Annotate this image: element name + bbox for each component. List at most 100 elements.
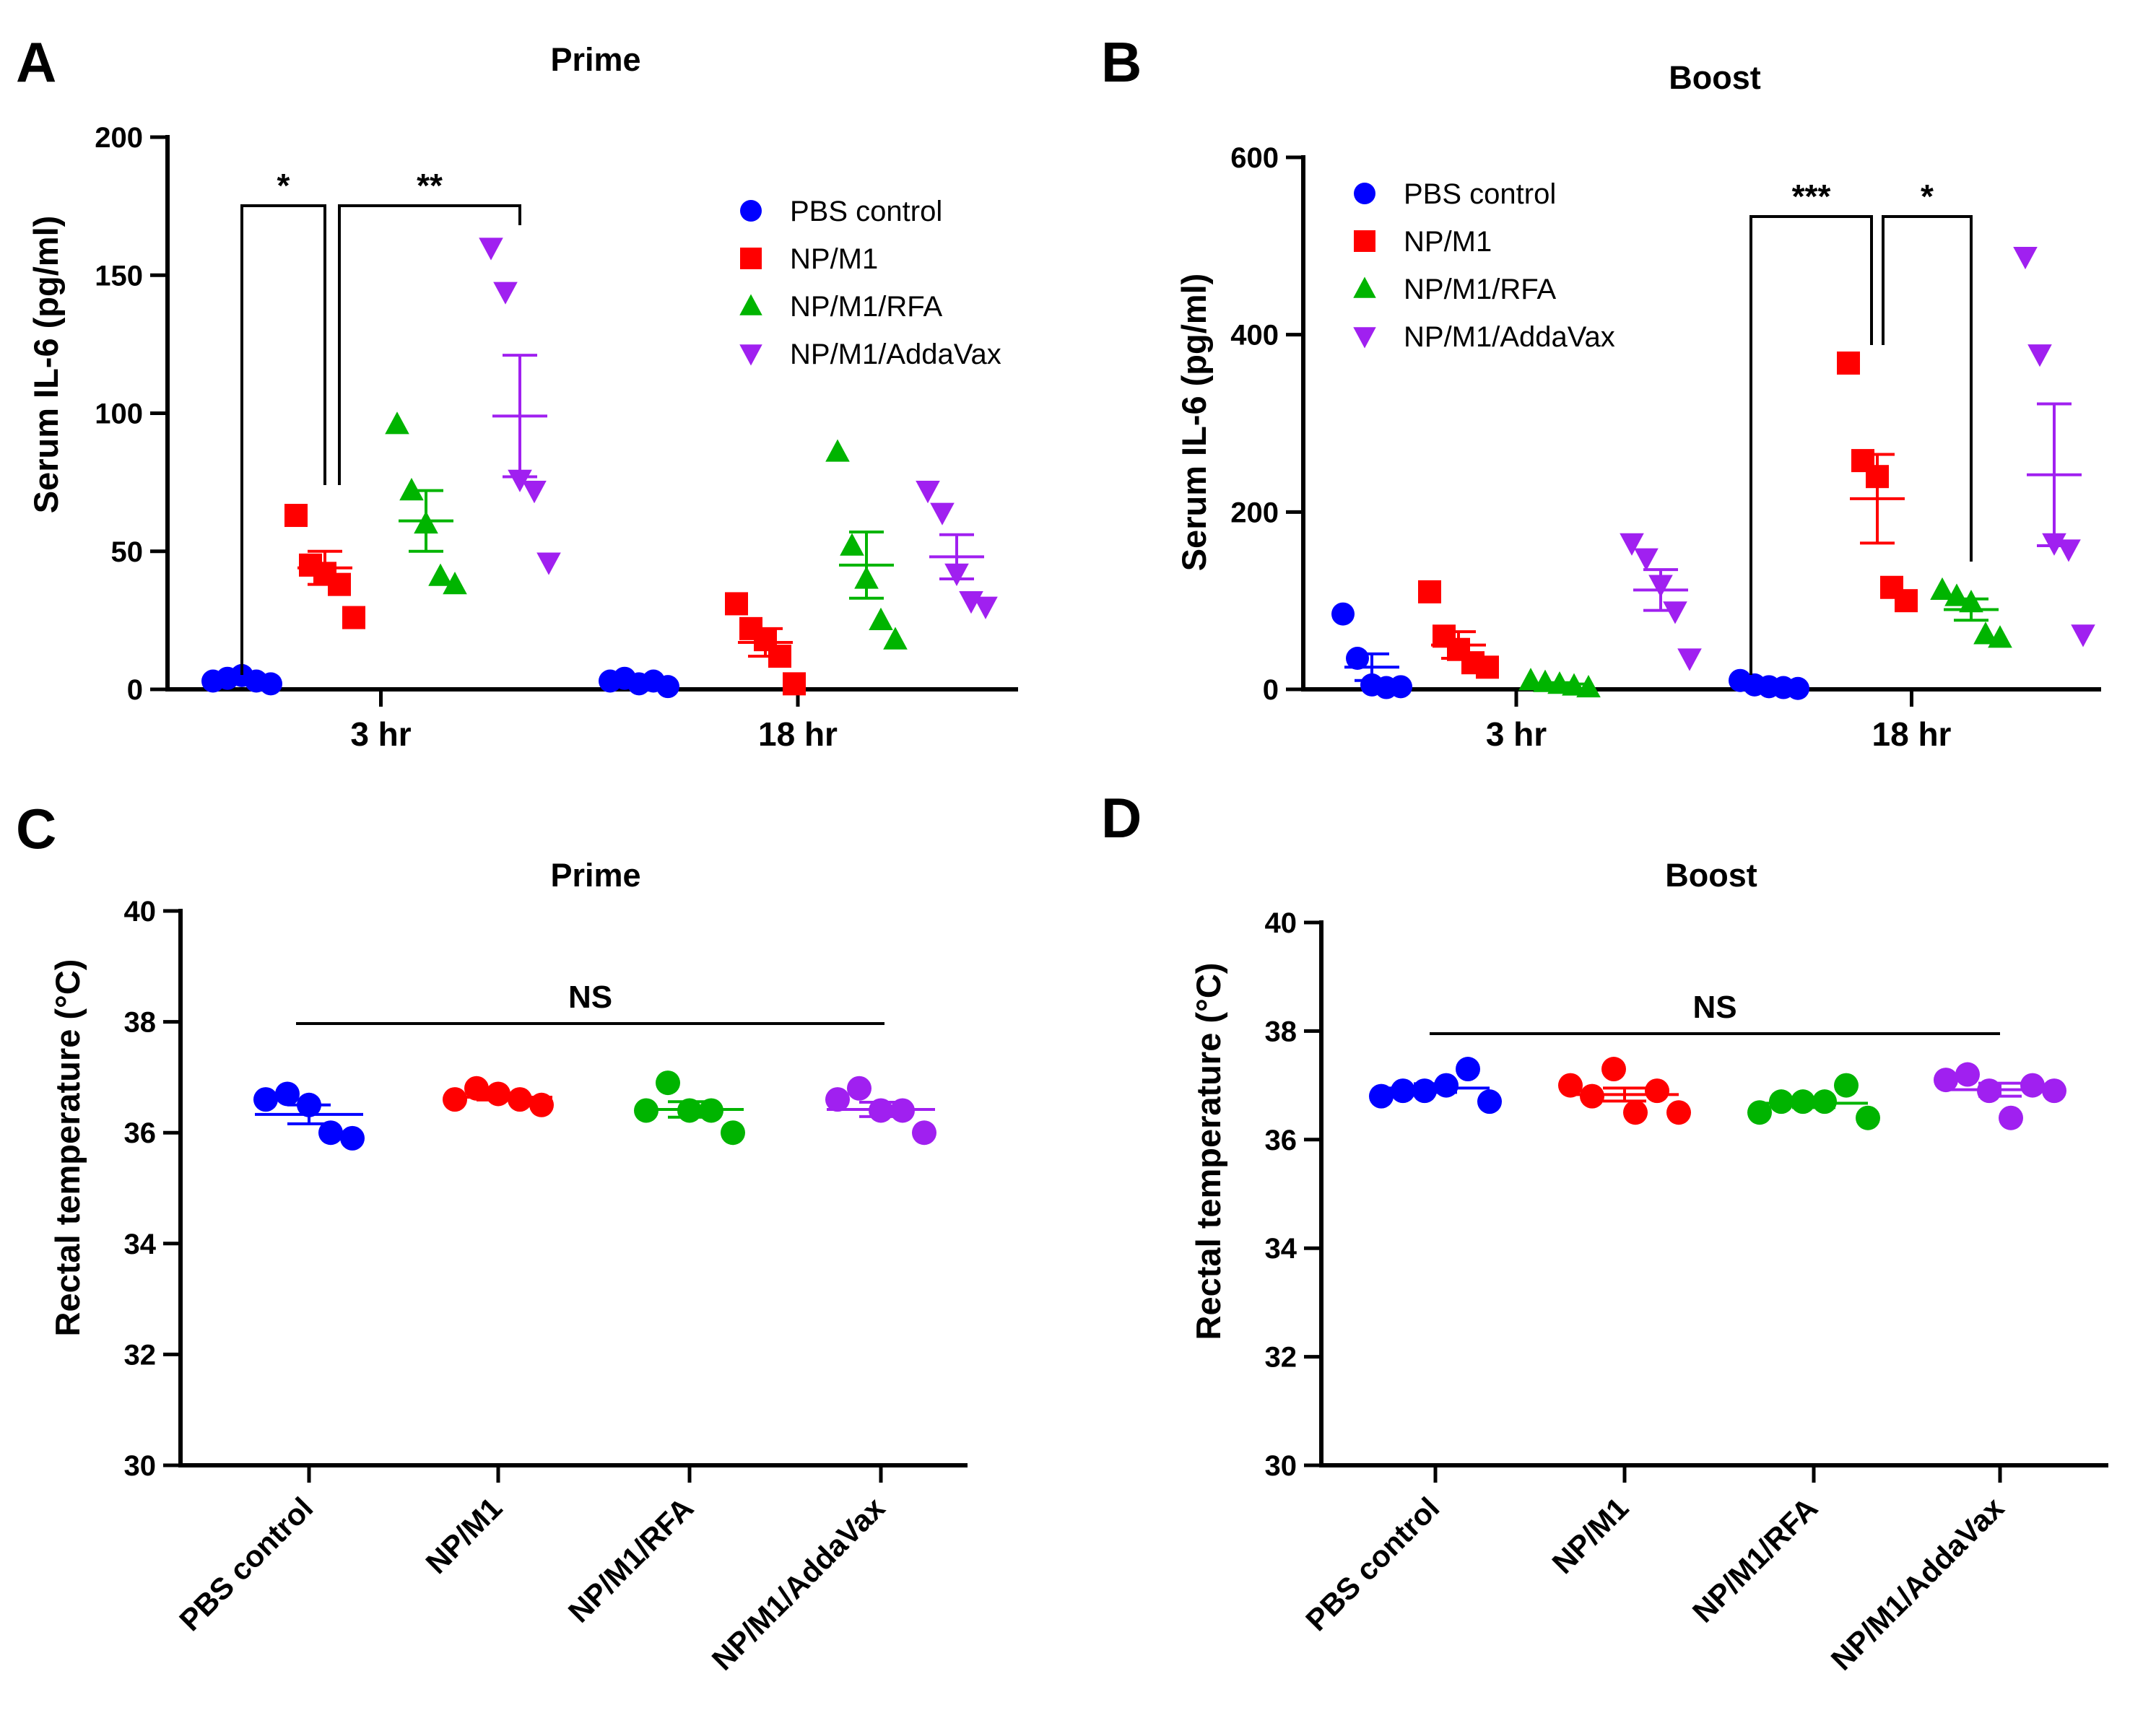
ns-label: NS: [568, 980, 612, 1015]
legend-label-pbs-control: PBS control: [1404, 178, 1556, 210]
data-point-pbs-control: [1331, 602, 1355, 626]
panel-letter-d: D: [1101, 786, 1142, 850]
data-point-np-m1: [1645, 1078, 1669, 1104]
data-point-pbs-control: [253, 1087, 278, 1112]
significance-label: ***: [1792, 178, 1831, 215]
legend-label-pbs-control: PBS control: [790, 196, 942, 227]
data-point-np-m1-rfa: [385, 411, 409, 435]
y-tick-label-a: 150: [95, 260, 143, 292]
data-point-np-m1-rfa: [825, 439, 850, 462]
data-point-np-m1-addavax: [2071, 624, 2095, 647]
y-tick-label-b: 0: [1263, 674, 1279, 706]
data-point-np-m1-addavax: [1620, 533, 1644, 556]
data-point-pbs-control: [259, 672, 282, 696]
data-point-np-m1-rfa: [840, 533, 864, 556]
data-point-np-m1: [783, 672, 806, 696]
data-point-np-m1-rfa: [1930, 577, 1955, 601]
data-point-np-m1-addavax: [1677, 648, 1702, 671]
data-point-np-m1-addavax: [1934, 1068, 1958, 1093]
data-point-np-m1: [1418, 580, 1441, 603]
data-point-np-m1-rfa: [1747, 1100, 1772, 1125]
x-tick-label-a: 18 hr: [758, 715, 838, 753]
panel-letter-b: B: [1101, 30, 1142, 94]
data-point-np-m1-addavax: [479, 237, 503, 261]
data-point-np-m1-rfa: [1812, 1089, 1837, 1115]
legend-marker-pbs-control: [1354, 183, 1375, 204]
significance-bracket: [338, 204, 521, 485]
legend-marker-pbs-control: [740, 200, 762, 222]
legend-marker-np-m1-rfa: [739, 294, 762, 315]
chart-title-b: Boost: [1669, 59, 1761, 96]
x-tick-label-d: NP/M1: [1545, 1491, 1635, 1580]
data-point-np-m1-addavax: [536, 552, 561, 575]
y-tick-label-d: 34: [1265, 1233, 1297, 1265]
data-point-np-m1-rfa: [1988, 625, 2012, 648]
panel-letter-a: A: [16, 30, 56, 94]
y-tick-label-a: 200: [95, 122, 143, 154]
y-tick-label-d: 32: [1265, 1342, 1297, 1374]
chart-title-d: Boost: [1665, 857, 1757, 894]
data-point-pbs-control: [1456, 1057, 1480, 1082]
y-tick-label-a: 50: [111, 536, 144, 568]
data-point-pbs-control: [1391, 1078, 1415, 1104]
significance-label: *: [1921, 178, 1934, 215]
data-point-np-m1: [1558, 1073, 1583, 1098]
chart-title-a: Prime: [550, 41, 640, 78]
x-tick-label-c: NP/M1/AddaVax: [705, 1491, 892, 1677]
data-point-np-m1-rfa: [656, 1070, 680, 1096]
data-point-np-m1-rfa: [1944, 583, 1969, 606]
y-tick-label-c: 40: [124, 896, 157, 928]
data-point-np-m1-addavax: [493, 282, 518, 305]
data-point-pbs-control: [656, 675, 679, 699]
x-tick-label-b: 3 hr: [1486, 715, 1547, 753]
chart-title-c: Prime: [550, 857, 640, 894]
legend-marker-np-m1: [1354, 230, 1375, 252]
y-tick-label-c: 30: [124, 1450, 157, 1482]
data-point-pbs-control: [1412, 1078, 1437, 1104]
data-point-np-m1-rfa: [1973, 621, 1998, 645]
data-point-pbs-control: [318, 1120, 343, 1146]
data-point-pbs-control: [1389, 675, 1412, 699]
significance-bracket: [1749, 215, 1873, 675]
data-point-np-m1-addavax: [2056, 539, 2081, 562]
y-axis-label-b: Serum IL-6 (pg/ml): [1175, 274, 1213, 572]
legend-label-np-m1: NP/M1: [1404, 226, 1492, 258]
y-tick-label-d: 36: [1265, 1125, 1297, 1156]
x-tick-label-d: PBS control: [1299, 1491, 1446, 1637]
plot-d: 30 32 34 36 38 40 PBS control NP/M1 NP/M1/RFA NP/…: [1265, 907, 2108, 1677]
x-tick-label-c: NP/M1/RFA: [562, 1491, 700, 1629]
data-point-np-m1-addavax: [2013, 246, 2038, 270]
y-tick-label-c: 32: [124, 1339, 157, 1371]
data-point-np-m1-addavax: [1999, 1105, 2023, 1130]
data-point-np-m1: [1837, 351, 1860, 375]
data-point-np-m1-addavax: [2027, 344, 2052, 367]
data-point-np-m1-rfa: [883, 627, 908, 650]
data-point-np-m1-addavax: [1955, 1062, 1980, 1087]
data-point-np-m1-addavax: [847, 1076, 871, 1101]
data-point-np-m1-rfa: [1791, 1089, 1815, 1115]
panel-letter-c: C: [16, 797, 56, 860]
data-point-np-m1-addavax: [1663, 601, 1687, 624]
x-tick-label-d: NP/M1/RFA: [1686, 1491, 1825, 1629]
ns-label: NS: [1692, 990, 1736, 1025]
data-point-np-m1: [1895, 589, 1918, 613]
data-point-np-m1-addavax: [1634, 548, 1659, 571]
y-tick-label-c: 38: [124, 1007, 157, 1039]
legend-marker-np-m1: [740, 248, 762, 269]
data-point-np-m1-rfa: [869, 607, 893, 630]
plot-c: 30 32 34 36 38 40 PBS control NP/M1 NP/M1/RFA NP/…: [124, 896, 968, 1677]
data-point-np-m1-rfa: [1834, 1073, 1859, 1098]
y-tick-label-c: 36: [124, 1117, 157, 1149]
plot-a: 0 50 100 150 200 3 hr 18 hr PBS control NP/M1 NP/…: [95, 122, 1018, 753]
data-point-np-m1: [1666, 1100, 1691, 1125]
y-tick-label-d: 30: [1265, 1450, 1297, 1482]
legend-label-np-m1-rfa: NP/M1/RFA: [1404, 274, 1556, 305]
legend-label-np-m1-addavax: NP/M1/AddaVax: [1404, 321, 1615, 353]
data-point-np-m1: [1623, 1100, 1648, 1125]
legend-label-np-m1-addavax: NP/M1/AddaVax: [790, 339, 1001, 370]
legend-marker-np-m1-addavax: [1353, 327, 1376, 349]
data-point-np-m1-addavax: [2020, 1073, 2045, 1098]
y-tick-label-d: 38: [1265, 1016, 1297, 1047]
data-point-pbs-control: [1369, 1083, 1394, 1109]
